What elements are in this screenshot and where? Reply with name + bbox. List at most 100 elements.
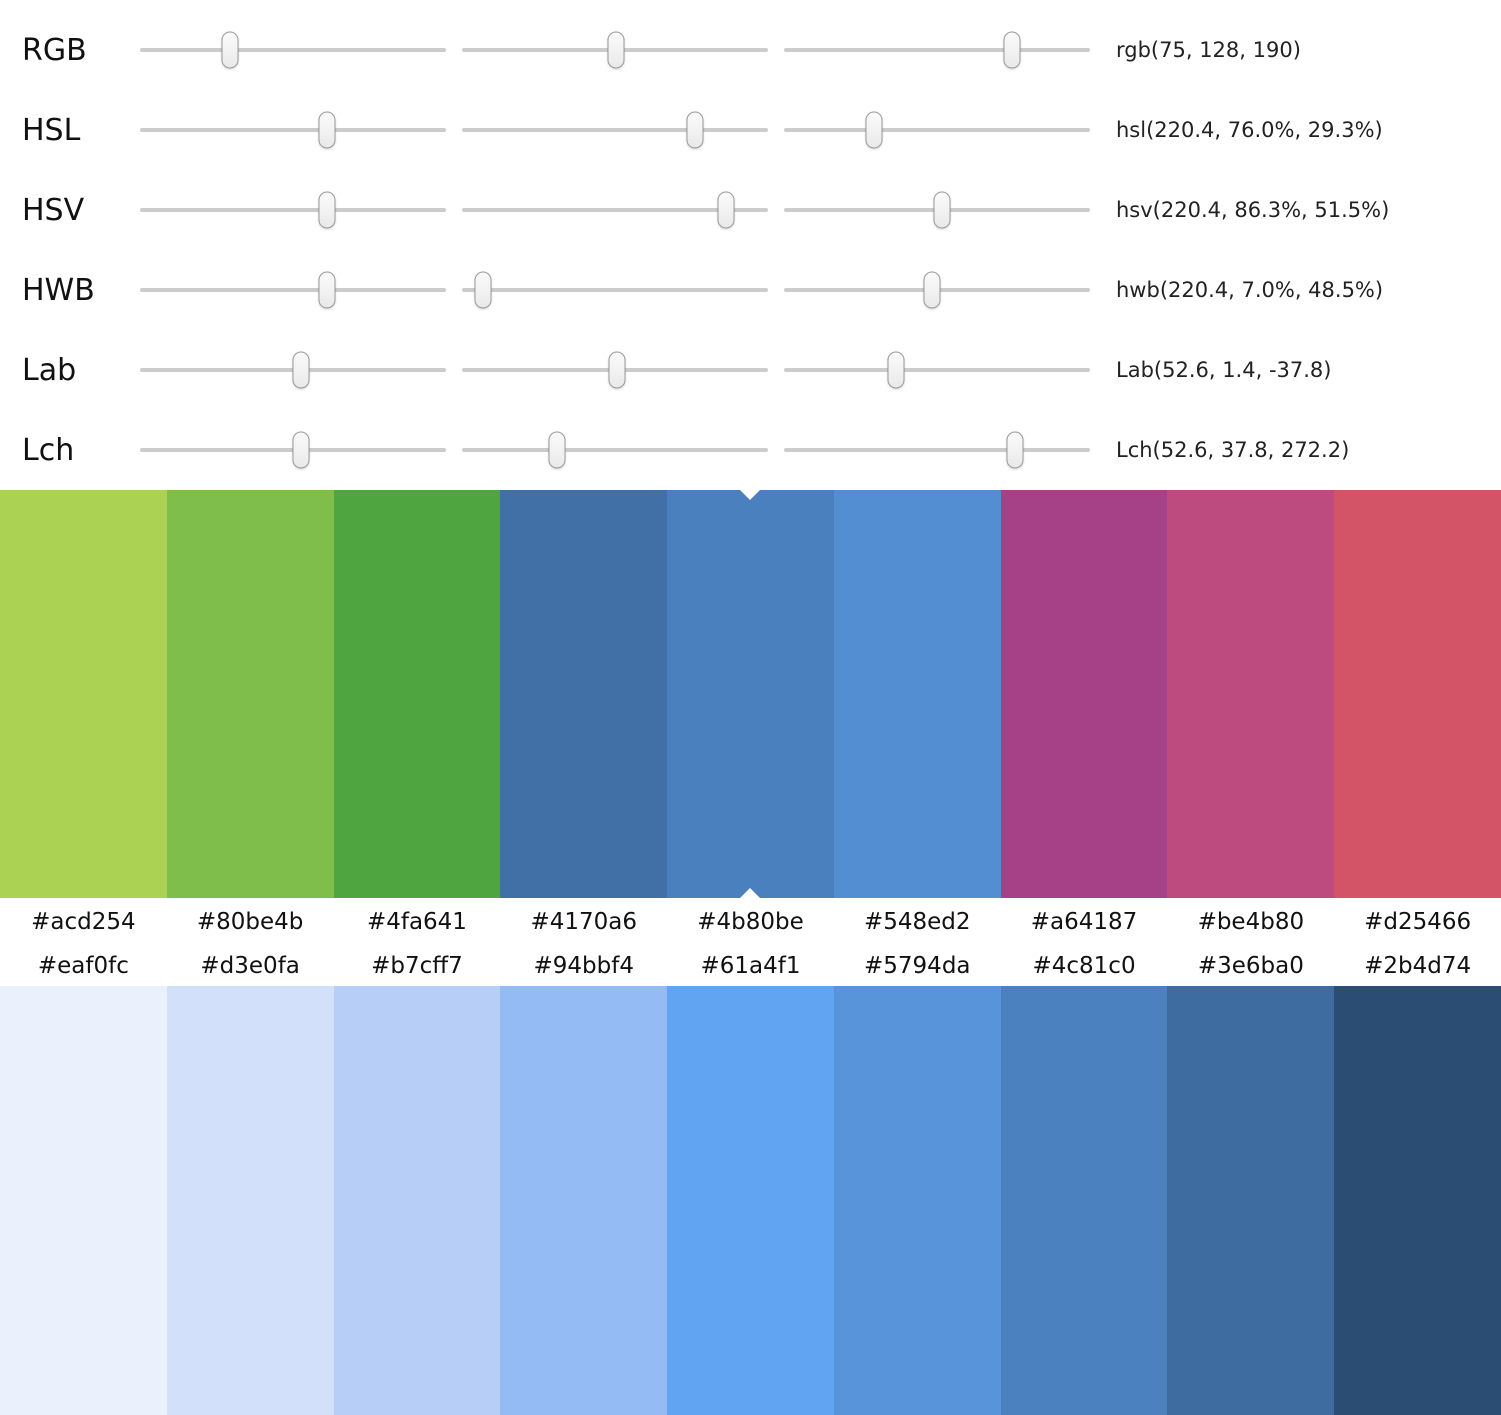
hsl-slider-2-thumb-icon[interactable] bbox=[686, 111, 704, 149]
rgb-slider-3-thumb-icon[interactable] bbox=[1003, 31, 1021, 69]
slider-row-lab: Lab Lab(52.6, 1.4, -37.8) bbox=[0, 330, 1501, 410]
hsv-slider-1-thumb-icon[interactable] bbox=[318, 191, 336, 229]
rgb-slider-3[interactable] bbox=[784, 28, 1090, 72]
hue-swatch-3[interactable] bbox=[333, 490, 501, 898]
rgb-slider-1[interactable] bbox=[140, 28, 446, 72]
hue-swatch-6[interactable] bbox=[833, 490, 1001, 898]
lch-slider-2-thumb-icon[interactable] bbox=[548, 431, 566, 469]
hwb-slider-2-thumb-icon[interactable] bbox=[474, 271, 492, 309]
hwb-slider-1[interactable] bbox=[140, 268, 446, 312]
tint-hex-label-1: #eaf0fc bbox=[37, 952, 129, 979]
slider-track[interactable] bbox=[462, 448, 768, 452]
hue-swatch-2[interactable] bbox=[166, 490, 334, 898]
hsl-slider-3[interactable] bbox=[784, 108, 1090, 152]
rgb-slider-2-thumb-icon[interactable] bbox=[607, 31, 625, 69]
slider-track[interactable] bbox=[462, 208, 768, 212]
slider-track[interactable] bbox=[462, 288, 768, 292]
rgb-slider-2[interactable] bbox=[462, 28, 768, 72]
lab-slider-3[interactable] bbox=[784, 348, 1090, 392]
lch-slider-1[interactable] bbox=[140, 428, 446, 472]
hwb-label: HWB bbox=[22, 272, 95, 308]
hsl-slider-3-thumb-icon[interactable] bbox=[865, 111, 883, 149]
slider-track[interactable] bbox=[784, 448, 1090, 452]
slider-track[interactable] bbox=[784, 368, 1090, 372]
hwb-slider-2[interactable] bbox=[462, 268, 768, 312]
hue-swatch-4[interactable] bbox=[500, 490, 668, 898]
rgb-slider-1-thumb-icon[interactable] bbox=[221, 31, 239, 69]
hsv-slider-2[interactable] bbox=[462, 188, 768, 232]
hwb-slider-3-thumb-icon[interactable] bbox=[923, 271, 941, 309]
hue-swatch-9[interactable] bbox=[1334, 490, 1501, 898]
slider-track[interactable] bbox=[140, 208, 446, 212]
lab-slider-1-thumb-icon[interactable] bbox=[292, 351, 310, 389]
slider-row-hwb: HWB hwb(220.4, 7.0%, 48.5%) bbox=[0, 250, 1501, 330]
hue-hex-label-1: #acd254 bbox=[31, 908, 136, 935]
slider-track[interactable] bbox=[140, 128, 446, 132]
rgb-label: RGB bbox=[22, 32, 87, 68]
tint-swatch-8[interactable] bbox=[1167, 986, 1335, 1415]
slider-track[interactable] bbox=[784, 48, 1090, 52]
lch-slider-1-thumb-icon[interactable] bbox=[292, 431, 310, 469]
tint-swatch-6[interactable] bbox=[833, 986, 1001, 1415]
hsv-value: hsv(220.4, 86.3%, 51.5%) bbox=[1116, 198, 1390, 222]
lch-slider-3-thumb-icon[interactable] bbox=[1006, 431, 1024, 469]
hsl-slider-1[interactable] bbox=[140, 108, 446, 152]
slider-track[interactable] bbox=[140, 48, 446, 52]
lab-slider-1[interactable] bbox=[140, 348, 446, 392]
slider-row-lch: Lch Lch(52.6, 37.8, 272.2) bbox=[0, 410, 1501, 490]
tint-hex-label-5: #61a4f1 bbox=[700, 952, 801, 979]
tint-swatch-9[interactable] bbox=[1334, 986, 1501, 1415]
hue-swatch-5[interactable] bbox=[667, 490, 834, 898]
hue-swatch-7[interactable] bbox=[1000, 490, 1168, 898]
tint-hex-label-2: #d3e0fa bbox=[200, 952, 300, 979]
hsv-slider-1[interactable] bbox=[140, 188, 446, 232]
hsl-slider-1-thumb-icon[interactable] bbox=[318, 111, 336, 149]
hue-swatch-8[interactable] bbox=[1167, 490, 1335, 898]
hue-palette bbox=[0, 490, 1501, 898]
tint-swatch-3[interactable] bbox=[333, 986, 501, 1415]
hue-hex-label-8: #be4b80 bbox=[1197, 908, 1305, 935]
hue-swatch-1[interactable] bbox=[0, 490, 167, 898]
tint-swatch-2[interactable] bbox=[166, 986, 334, 1415]
slider-panel: RGB rgb(75, 128, 190) HSL hsl(220.4, bbox=[0, 0, 1501, 490]
tint-hex-label-6: #5794da bbox=[864, 952, 971, 979]
slider-row-rgb: RGB rgb(75, 128, 190) bbox=[0, 10, 1501, 90]
tint-swatch-4[interactable] bbox=[500, 986, 668, 1415]
tint-hex-labels: #eaf0fc #d3e0fa #b7cff7 #94bbf4 #61a4f1 #5794… bbox=[0, 945, 1501, 986]
lch-slider-2[interactable] bbox=[462, 428, 768, 472]
hsv-slider-3[interactable] bbox=[784, 188, 1090, 232]
lab-slider-2[interactable] bbox=[462, 348, 768, 392]
slider-track[interactable] bbox=[462, 128, 768, 132]
lab-value: Lab(52.6, 1.4, -37.8) bbox=[1116, 358, 1332, 382]
hsl-label: HSL bbox=[22, 112, 81, 148]
tint-hex-label-7: #4c81c0 bbox=[1032, 952, 1136, 979]
hsv-slider-2-thumb-icon[interactable] bbox=[717, 191, 735, 229]
hsv-slider-3-thumb-icon[interactable] bbox=[933, 191, 951, 229]
slider-track[interactable] bbox=[140, 288, 446, 292]
tint-palette bbox=[0, 986, 1501, 1415]
hue-hex-label-6: #548ed2 bbox=[863, 908, 971, 935]
lab-slider-3-thumb-icon[interactable] bbox=[887, 351, 905, 389]
hwb-value: hwb(220.4, 7.0%, 48.5%) bbox=[1116, 278, 1384, 302]
hwb-slider-1-thumb-icon[interactable] bbox=[318, 271, 336, 309]
hsl-slider-2[interactable] bbox=[462, 108, 768, 152]
lch-label: Lch bbox=[22, 432, 75, 468]
tint-swatch-5[interactable] bbox=[667, 986, 834, 1415]
slider-row-hsv: HSV hsv(220.4, 86.3%, 51.5%) bbox=[0, 170, 1501, 250]
tint-swatch-1[interactable] bbox=[0, 986, 167, 1415]
selected-swatch-notch-top-icon bbox=[740, 490, 761, 500]
lch-slider-3[interactable] bbox=[784, 428, 1090, 472]
hsl-value: hsl(220.4, 76.0%, 29.3%) bbox=[1116, 118, 1383, 142]
hue-hex-label-2: #80be4b bbox=[196, 908, 304, 935]
rgb-value: rgb(75, 128, 190) bbox=[1116, 38, 1301, 62]
hwb-slider-3[interactable] bbox=[784, 268, 1090, 312]
slider-track[interactable] bbox=[784, 128, 1090, 132]
lch-value: Lch(52.6, 37.8, 272.2) bbox=[1116, 438, 1350, 462]
selected-swatch-notch-bottom-icon bbox=[740, 888, 761, 898]
tint-swatch-7[interactable] bbox=[1000, 986, 1168, 1415]
hue-hex-label-4: #4170a6 bbox=[530, 908, 637, 935]
hue-hex-label-3: #4fa641 bbox=[366, 908, 467, 935]
tint-hex-label-8: #3e6ba0 bbox=[1197, 952, 1304, 979]
lab-slider-2-thumb-icon[interactable] bbox=[608, 351, 626, 389]
